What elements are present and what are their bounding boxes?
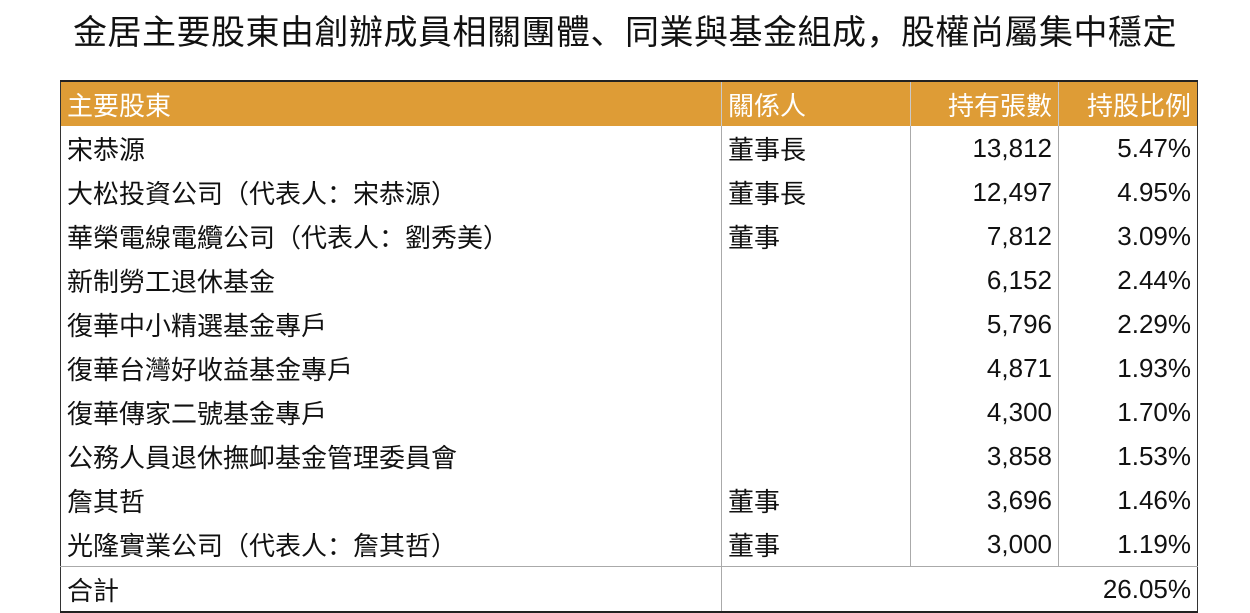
cell-shares: 13,812 <box>910 126 1059 170</box>
cell-shares: 12,497 <box>910 170 1059 214</box>
cell-shareholder: 大松投資公司（代表人：宋恭源） <box>60 170 722 214</box>
cell-shareholder: 華榮電線電纜公司（代表人：劉秀美） <box>60 214 722 258</box>
total-empty <box>910 566 1059 612</box>
table-row: 復華台灣好收益基金專戶 4,871 1.93% <box>60 346 1198 390</box>
cell-shares: 7,812 <box>910 214 1059 258</box>
header-shares: 持有張數 <box>910 81 1059 126</box>
cell-relation <box>721 258 911 302</box>
cell-shareholder: 公務人員退休撫卹基金管理委員會 <box>60 434 722 478</box>
cell-shares: 3,000 <box>910 522 1059 567</box>
cell-relation <box>721 302 911 346</box>
table-row: 宋恭源 董事長 13,812 5.47% <box>60 126 1198 170</box>
cell-shares: 3,858 <box>910 434 1059 478</box>
cell-percent: 2.44% <box>1117 264 1191 295</box>
table-row: 新制勞工退休基金 6,152 2.44% <box>60 258 1198 302</box>
cell-relation: 董事長 <box>721 170 911 214</box>
table-row: 光隆實業公司（代表人：詹其哲） 董事 3,000 1.19% <box>60 522 1198 567</box>
table-row: 華榮電線電纜公司（代表人：劉秀美） 董事 7,812 3.09% <box>60 214 1198 258</box>
cell-relation <box>721 346 911 390</box>
cell-shareholder: 復華台灣好收益基金專戶 <box>60 346 722 390</box>
cell-relation: 董事長 <box>721 126 911 170</box>
header-shareholder: 主要股東 <box>60 81 722 126</box>
total-row: 合計 26.05% <box>60 566 1198 612</box>
cell-percent: 4.95% <box>1117 176 1191 207</box>
cell-shareholder: 新制勞工退休基金 <box>60 258 722 302</box>
cell-relation <box>721 390 911 434</box>
cell-percent: 2.29% <box>1117 308 1191 339</box>
cell-percent: 1.46% <box>1117 484 1191 515</box>
cell-shares: 3,696 <box>910 478 1059 522</box>
cell-relation <box>721 434 911 478</box>
table-row: 復華中小精選基金專戶 5,796 2.29% <box>60 302 1198 346</box>
cell-percent: 1.19% <box>1117 528 1191 559</box>
cell-shareholder: 復華中小精選基金專戶 <box>60 302 722 346</box>
cell-shares: 4,300 <box>910 390 1059 434</box>
cell-shares: 6,152 <box>910 258 1059 302</box>
cell-percent: 5.47% <box>1117 132 1191 163</box>
header-percent: 持股比例 <box>1058 81 1198 126</box>
cell-relation: 董事 <box>721 214 911 258</box>
total-value: 26.05% <box>1058 566 1198 612</box>
cell-percent: 1.70% <box>1117 396 1191 427</box>
cell-percent: 1.93% <box>1117 352 1191 383</box>
table-row: 公務人員退休撫卹基金管理委員會 3,858 1.53% <box>60 434 1198 478</box>
cell-shares: 4,871 <box>910 346 1059 390</box>
cell-shares: 5,796 <box>910 302 1059 346</box>
total-empty <box>721 566 911 612</box>
shareholder-table: 主要股東 關係人 持有張數 持股比例 宋恭源 董事長 13,812 5.47% 大松投資… <box>60 80 1198 613</box>
cell-relation: 董事 <box>721 478 911 522</box>
table-row: 詹其哲 董事 3,696 1.46% <box>60 478 1198 522</box>
table-row: 復華傳家二號基金專戶 4,300 1.70% <box>60 390 1198 434</box>
cell-shareholder: 宋恭源 <box>60 126 722 170</box>
cell-percent: 3.09% <box>1117 220 1191 251</box>
cell-shareholder: 光隆實業公司（代表人：詹其哲） <box>60 522 722 567</box>
page-title: 金居主要股東由創辦成員相關團體、同業與基金組成，股權尚屬集中穩定 <box>73 14 1177 52</box>
cell-percent: 1.53% <box>1117 440 1191 471</box>
table-row: 大松投資公司（代表人：宋恭源） 董事長 12,497 4.95% <box>60 170 1198 214</box>
cell-shareholder: 詹其哲 <box>60 478 722 522</box>
header-relation: 關係人 <box>721 81 911 126</box>
total-label: 合計 <box>60 566 722 612</box>
cell-relation: 董事 <box>721 522 911 567</box>
table-header-row: 主要股東 關係人 持有張數 持股比例 <box>60 81 1198 126</box>
cell-shareholder: 復華傳家二號基金專戶 <box>60 390 722 434</box>
